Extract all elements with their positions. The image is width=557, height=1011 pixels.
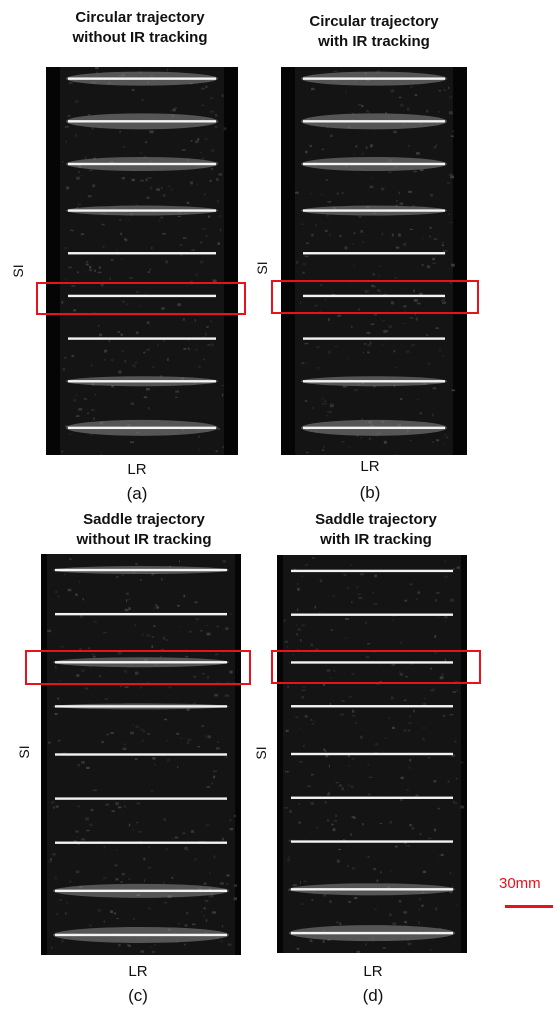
scale-bar-line (505, 905, 553, 908)
panel-c-roi-box (25, 650, 251, 685)
panel-a-caption: (a) (126, 484, 148, 503)
panel-a-image (46, 67, 238, 455)
panel-c-caption: (c) (128, 986, 148, 1005)
panel-b-lr-label: LR (360, 458, 380, 475)
panel-a-si-label: SI (10, 264, 26, 278)
panel-a-roi-box (36, 282, 246, 315)
panel-b-si-label: SI (254, 261, 270, 275)
panel-c-image (41, 554, 241, 955)
panel-c-lr-label: LR (128, 963, 148, 980)
panel-d-caption: (d) (362, 986, 384, 1005)
scale-bar-label: 30mm (499, 875, 541, 892)
panel-b-roi-box (271, 280, 479, 314)
panel-b-image (281, 67, 467, 455)
panel-b-title: Circular trajectory with IR tracking (309, 13, 439, 50)
panel-b-caption: (b) (359, 483, 381, 502)
panel-a-lr-label: LR (127, 461, 147, 478)
panel-d-title: Saddle trajectory with IR tracking (315, 511, 437, 548)
panel-c-si-label: SI (16, 745, 32, 759)
panel-d-lr-label: LR (363, 963, 383, 980)
panel-d-image (277, 555, 467, 953)
panel-c-title: Saddle trajectory without IR tracking (76, 511, 212, 548)
panel-d-si-label: SI (253, 746, 269, 760)
panel-d-roi-box (271, 650, 481, 684)
panel-a-title: Circular trajectory without IR tracking (72, 9, 208, 46)
